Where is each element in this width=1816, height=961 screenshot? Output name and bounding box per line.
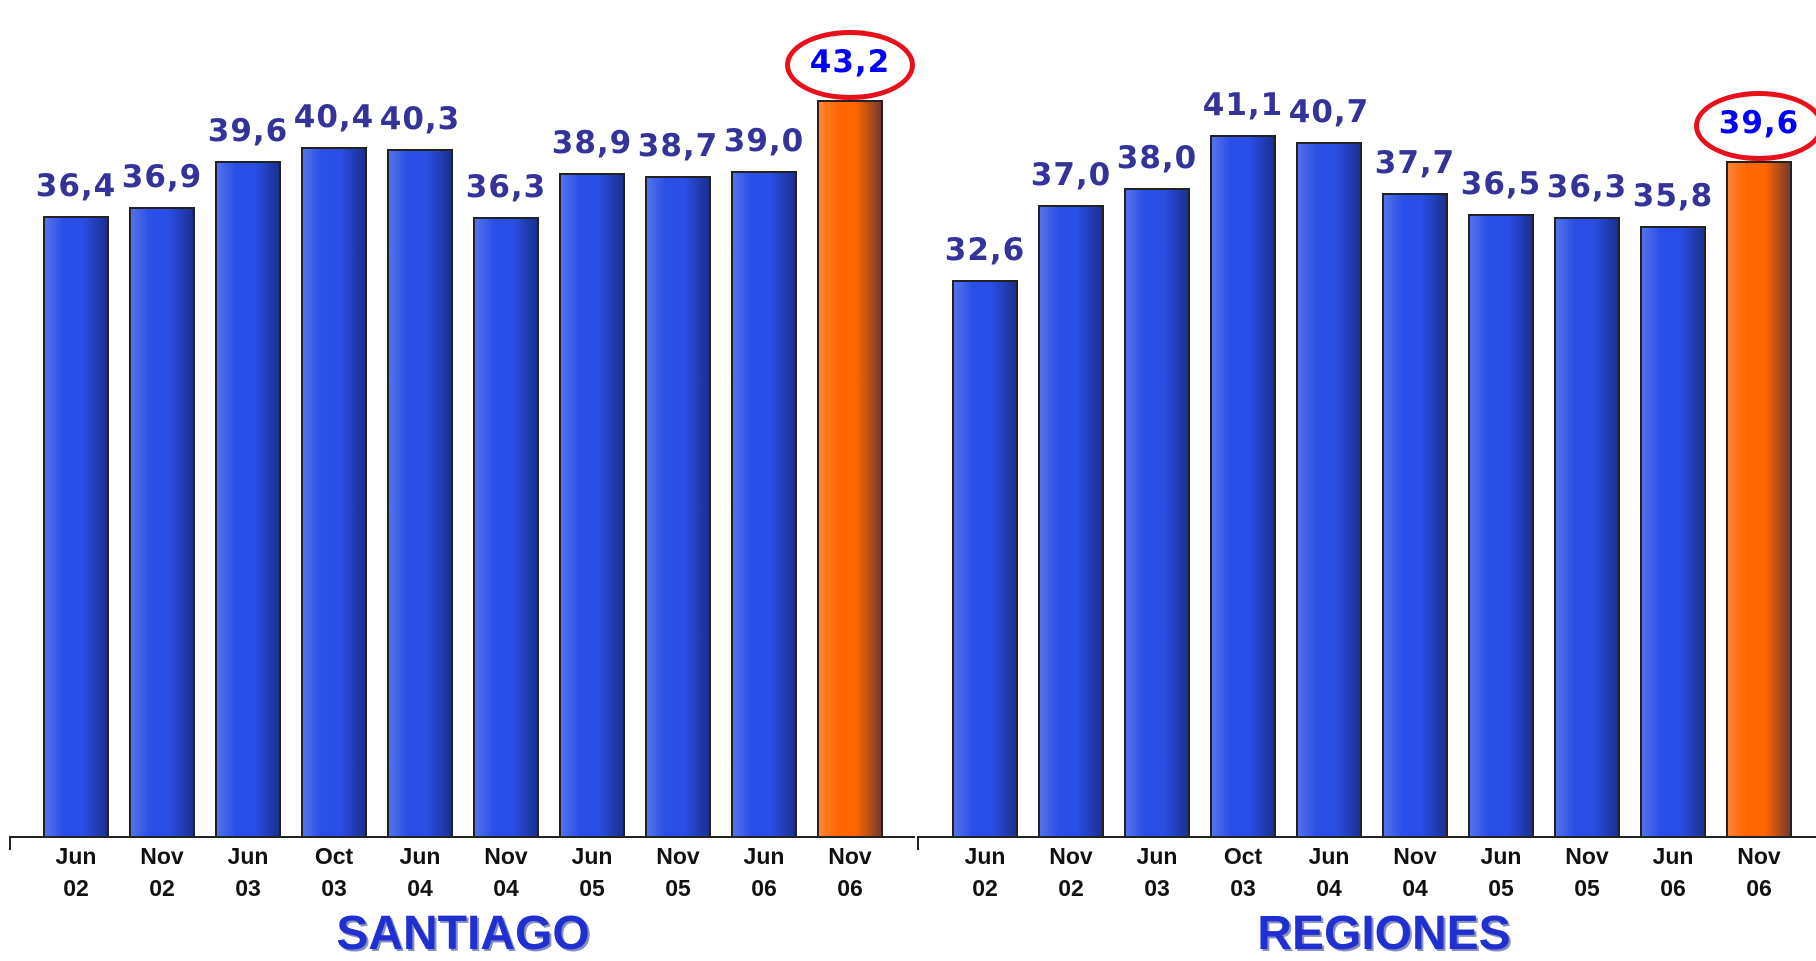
bar — [1210, 135, 1276, 836]
value-label: 36,3 — [465, 169, 547, 206]
value-label: 32,6 — [944, 232, 1026, 269]
value-label: 38,0 — [1116, 140, 1198, 177]
bar — [731, 171, 797, 836]
x-tick-label: Nov 06 — [1737, 843, 1781, 901]
bar — [1382, 193, 1448, 836]
value-label: 41,1 — [1202, 87, 1284, 124]
bar — [301, 147, 367, 836]
value-label: 35,8 — [1632, 177, 1714, 214]
chart-title: REGIONES — [1257, 907, 1511, 960]
x-tick-label: Nov 06 — [828, 843, 872, 901]
value-label: 39,6 — [1718, 105, 1800, 142]
value-label: 36,9 — [121, 159, 203, 196]
x-tick-label: Jun 03 — [1136, 843, 1178, 901]
bar — [559, 172, 625, 836]
bar — [1124, 188, 1190, 836]
value-label: 36,4 — [35, 167, 117, 204]
x-tick-label: Nov 02 — [140, 843, 184, 901]
value-label: 40,3 — [379, 101, 461, 138]
value-label: 36,5 — [1460, 165, 1542, 202]
value-label: 38,9 — [551, 124, 633, 161]
bar — [952, 280, 1018, 836]
bar — [1726, 161, 1792, 836]
x-axis — [917, 836, 1816, 838]
x-tick-label: Nov 05 — [1565, 843, 1609, 901]
x-tick-label: Jun 06 — [743, 843, 785, 901]
bar — [129, 207, 195, 836]
x-tick-label: Nov 04 — [484, 843, 528, 901]
x-tick-label: Nov 05 — [656, 843, 700, 901]
value-label: 40,7 — [1288, 94, 1370, 131]
value-label: 39,0 — [723, 123, 805, 160]
bar — [387, 149, 453, 836]
axis-tick — [917, 836, 919, 850]
x-axis — [9, 836, 915, 838]
value-label: 40,4 — [293, 99, 375, 136]
bar — [1640, 225, 1706, 836]
x-tick-label: Jun 02 — [964, 843, 1006, 901]
x-tick-label: Nov 04 — [1393, 843, 1437, 901]
x-tick-label: Nov 02 — [1049, 843, 1093, 901]
bar — [645, 176, 711, 836]
x-tick-label: Jun 04 — [1308, 843, 1350, 901]
x-tick-label: Jun 02 — [55, 843, 97, 901]
bar — [473, 217, 539, 836]
bar — [1468, 213, 1534, 836]
chart-title: SANTIAGO — [336, 907, 590, 960]
x-tick-label: Jun 05 — [1480, 843, 1522, 901]
x-tick-label: Jun 03 — [227, 843, 269, 901]
value-label: 37,0 — [1030, 157, 1112, 194]
bar — [1554, 217, 1620, 836]
x-tick-label: Jun 06 — [1652, 843, 1694, 901]
x-tick-label: Jun 04 — [399, 843, 441, 901]
x-tick-label: Jun 05 — [571, 843, 613, 901]
highlight-ring — [785, 29, 915, 100]
bar — [1038, 205, 1104, 836]
value-label: 36,3 — [1546, 169, 1628, 206]
value-label: 38,7 — [637, 128, 719, 165]
value-label: 39,6 — [207, 113, 289, 150]
value-label: 37,7 — [1374, 145, 1456, 182]
x-tick-label: Oct 03 — [314, 843, 354, 901]
value-label: 43,2 — [809, 43, 891, 80]
bar — [817, 99, 883, 836]
bar — [1296, 142, 1362, 836]
axis-tick — [9, 836, 11, 850]
x-tick-label: Oct 03 — [1223, 843, 1263, 901]
bar — [43, 215, 109, 836]
highlight-ring — [1694, 91, 1816, 162]
bar — [215, 161, 281, 836]
